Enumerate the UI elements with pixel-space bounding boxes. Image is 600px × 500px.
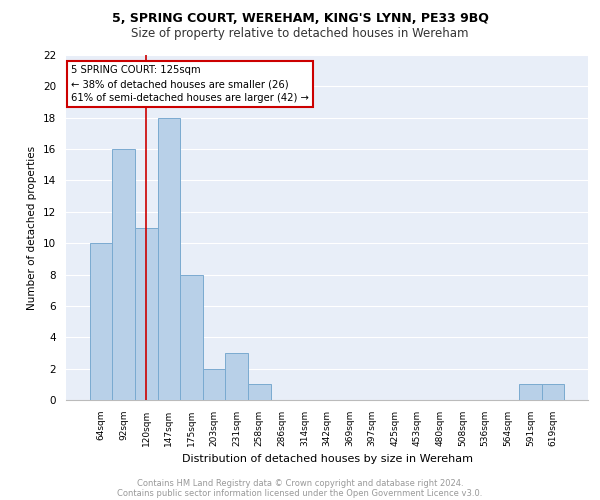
Bar: [135, 228, 158, 400]
Y-axis label: Number of detached properties: Number of detached properties: [28, 146, 37, 310]
Text: 5 SPRING COURT: 125sqm
← 38% of detached houses are smaller (26)
61% of semi-det: 5 SPRING COURT: 125sqm ← 38% of detached…: [71, 66, 309, 104]
Bar: [248, 384, 271, 400]
Text: Size of property relative to detached houses in Wereham: Size of property relative to detached ho…: [131, 28, 469, 40]
Text: Contains HM Land Registry data © Crown copyright and database right 2024.: Contains HM Land Registry data © Crown c…: [137, 478, 463, 488]
Bar: [203, 368, 226, 400]
Text: 5, SPRING COURT, WEREHAM, KING'S LYNN, PE33 9BQ: 5, SPRING COURT, WEREHAM, KING'S LYNN, P…: [112, 12, 488, 26]
Bar: [519, 384, 542, 400]
Bar: [226, 353, 248, 400]
Bar: [158, 118, 180, 400]
Bar: [180, 274, 203, 400]
Bar: [112, 149, 135, 400]
Bar: [90, 243, 112, 400]
Text: Contains public sector information licensed under the Open Government Licence v3: Contains public sector information licen…: [118, 488, 482, 498]
X-axis label: Distribution of detached houses by size in Wereham: Distribution of detached houses by size …: [182, 454, 473, 464]
Bar: [542, 384, 564, 400]
